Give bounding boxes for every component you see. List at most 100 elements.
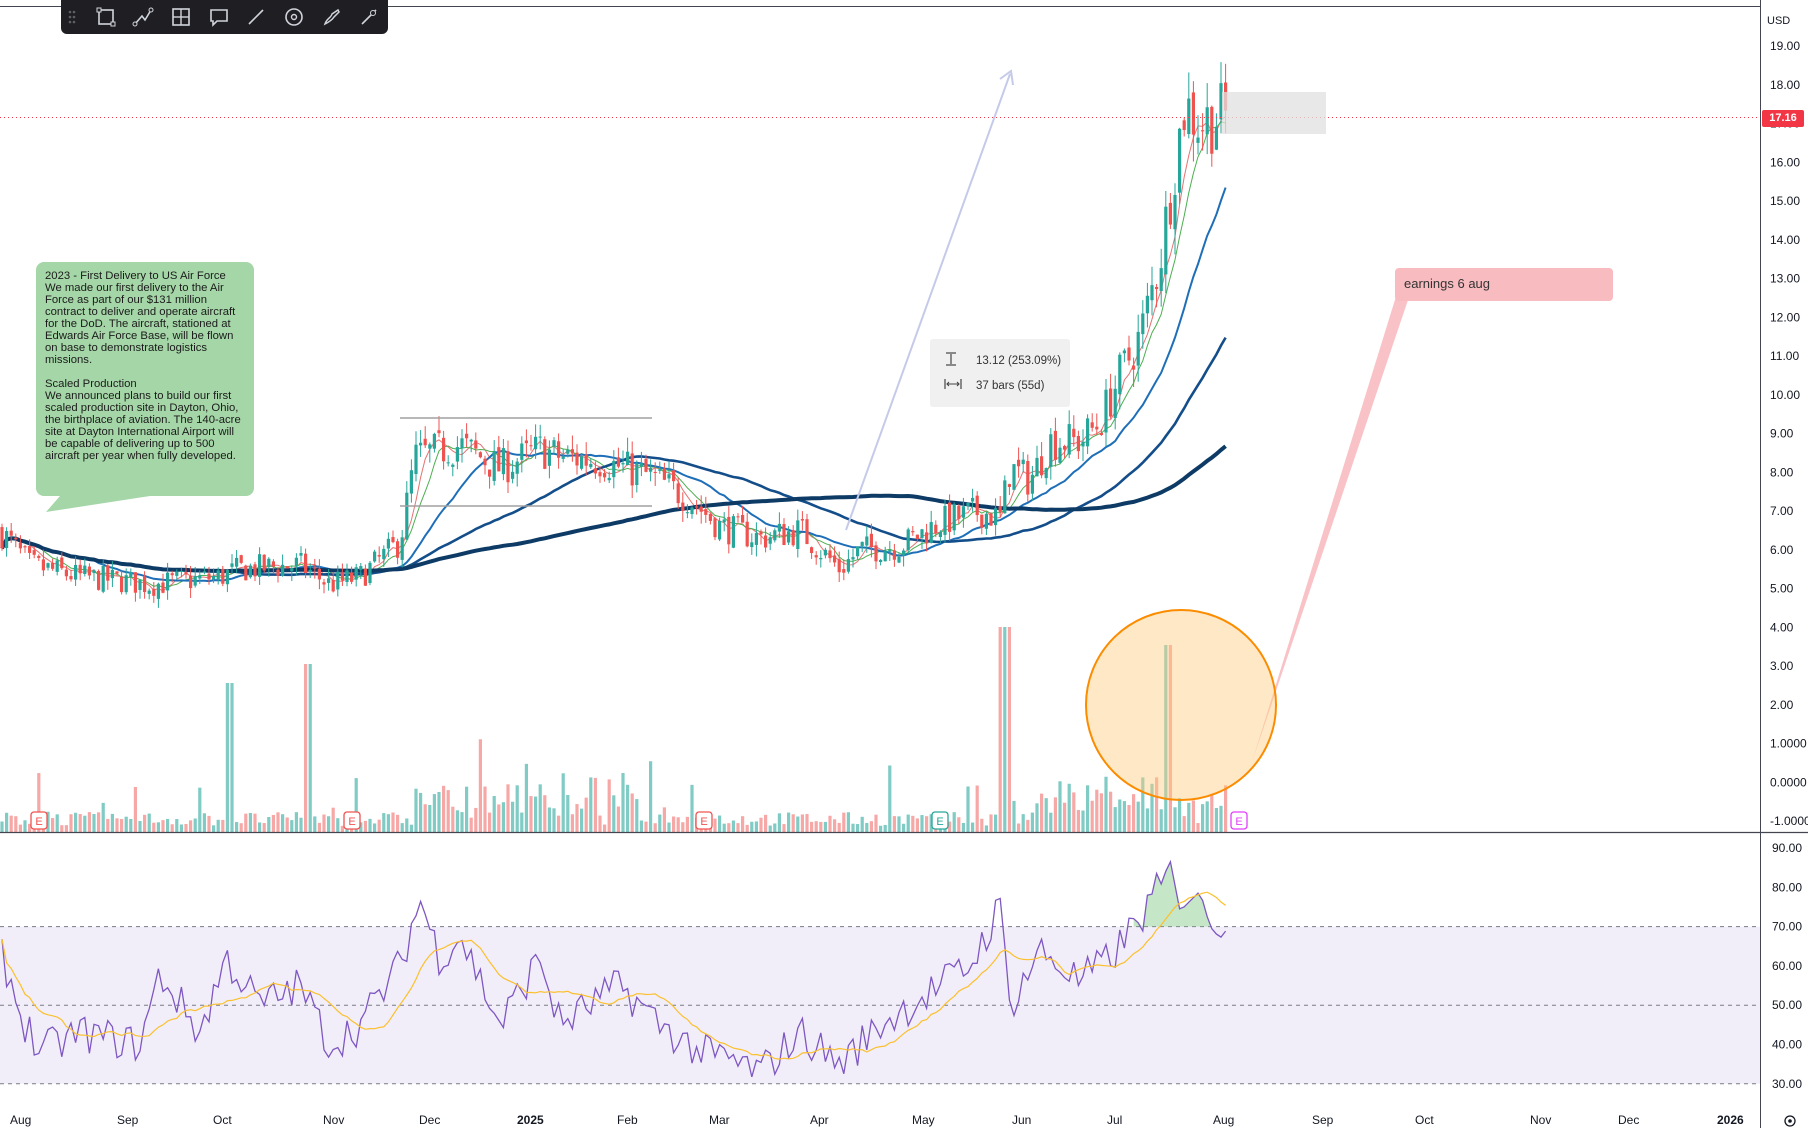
volume-bar	[1058, 781, 1062, 832]
candle-body	[506, 451, 510, 483]
candle	[644, 454, 648, 473]
volume-bar	[639, 820, 643, 832]
candle-body	[212, 575, 216, 580]
price-tick-label: 5.00	[1770, 582, 1794, 596]
candle-body	[672, 470, 676, 482]
candle-body	[92, 570, 96, 573]
earnings-marker[interactable]: E	[695, 811, 713, 830]
candle-body	[750, 542, 754, 548]
candle	[883, 546, 887, 562]
volume-bar	[202, 813, 206, 832]
volume-bar	[630, 793, 634, 832]
brush-icon[interactable]	[313, 0, 351, 34]
volume-bar	[814, 821, 818, 832]
candle-body	[327, 578, 331, 583]
candle-body	[308, 570, 312, 572]
candle-body	[690, 507, 694, 515]
candle	[685, 504, 689, 519]
candle	[133, 572, 137, 602]
candle	[888, 540, 892, 561]
candle	[920, 528, 924, 549]
earnings-marker-box	[343, 811, 361, 830]
candle-body	[331, 579, 335, 592]
earnings-marker[interactable]: E	[931, 811, 949, 830]
candle	[547, 440, 551, 479]
candle-body	[465, 433, 469, 439]
drag-handle-icon[interactable]	[67, 9, 77, 25]
path-icon[interactable]	[125, 0, 163, 34]
candle	[1191, 81, 1195, 162]
rsi-tick-label: 30.00	[1772, 1077, 1802, 1091]
trend-line-icon[interactable]	[350, 0, 388, 34]
volume-bar	[69, 814, 73, 832]
candle-body	[1099, 432, 1103, 436]
candle-body	[1058, 447, 1062, 463]
candle	[653, 462, 657, 486]
comment-icon[interactable]	[200, 0, 238, 34]
candle-body	[814, 555, 818, 558]
time-tick-label: Nov	[323, 1113, 344, 1127]
candle	[428, 442, 432, 463]
volume-bar	[1007, 627, 1011, 832]
candle-body	[428, 444, 432, 449]
time-tick-label: 2026	[1717, 1113, 1744, 1127]
crosshair-frame-icon[interactable]	[162, 0, 200, 34]
earnings-marker[interactable]: E	[30, 811, 48, 830]
price-tick-label: 16.00	[1770, 155, 1800, 169]
volume-bar	[488, 812, 492, 832]
volume-bar	[1049, 812, 1053, 832]
candle-body	[837, 559, 841, 573]
candle-body	[911, 531, 915, 533]
candle-body	[1049, 434, 1053, 467]
price-tick-label: 2.00	[1770, 698, 1794, 712]
candle	[97, 569, 101, 591]
volume-bar	[1219, 805, 1223, 832]
annotation-note[interactable]: 2023 - First Delivery to US Air Force We…	[36, 262, 254, 496]
volume-bar	[391, 812, 395, 832]
earnings-callout[interactable]: earnings 6 aug	[1395, 268, 1613, 301]
candle	[391, 530, 395, 544]
candle-body	[860, 541, 864, 547]
candle-body	[258, 554, 262, 577]
earnings-marker[interactable]: E	[1230, 811, 1248, 830]
candle	[9, 522, 13, 543]
candle	[764, 527, 768, 553]
candle-body	[865, 536, 869, 546]
volume-bar	[846, 812, 850, 832]
settings-icon[interactable]	[1784, 1115, 1796, 1127]
volume-bar	[336, 818, 340, 832]
candle	[777, 512, 781, 538]
candle-body	[796, 520, 800, 549]
price-range-measure[interactable]: 13.12 (253.09%) 37 bars (55d)	[930, 339, 1070, 407]
candle	[382, 545, 386, 567]
candle	[1003, 475, 1007, 514]
volume-bar	[359, 822, 363, 832]
candle	[538, 424, 542, 450]
volume-bar	[566, 794, 570, 832]
volume-bar	[658, 814, 662, 832]
candle-body	[892, 550, 896, 560]
candle	[350, 566, 354, 585]
candle	[262, 554, 266, 573]
volume-bar	[1178, 798, 1182, 832]
candle	[1081, 429, 1085, 462]
candle-body	[681, 502, 685, 511]
volume-bar	[497, 804, 501, 832]
candle-body	[971, 497, 975, 502]
earnings-marker[interactable]: E	[343, 811, 361, 830]
volume-bar	[676, 817, 680, 832]
volume-bar	[396, 814, 400, 832]
candle-body	[980, 514, 984, 528]
candle	[874, 541, 878, 570]
candle	[750, 533, 754, 555]
circle-target-icon[interactable]	[275, 0, 313, 34]
volume-bar	[589, 777, 593, 832]
volume-bar	[718, 815, 722, 832]
line-icon[interactable]	[238, 0, 276, 34]
currency-label[interactable]: USD	[1767, 15, 1791, 27]
volume-bar	[902, 823, 906, 832]
rectangle-icon[interactable]	[87, 0, 125, 34]
candle	[69, 569, 73, 582]
candle	[943, 499, 947, 543]
